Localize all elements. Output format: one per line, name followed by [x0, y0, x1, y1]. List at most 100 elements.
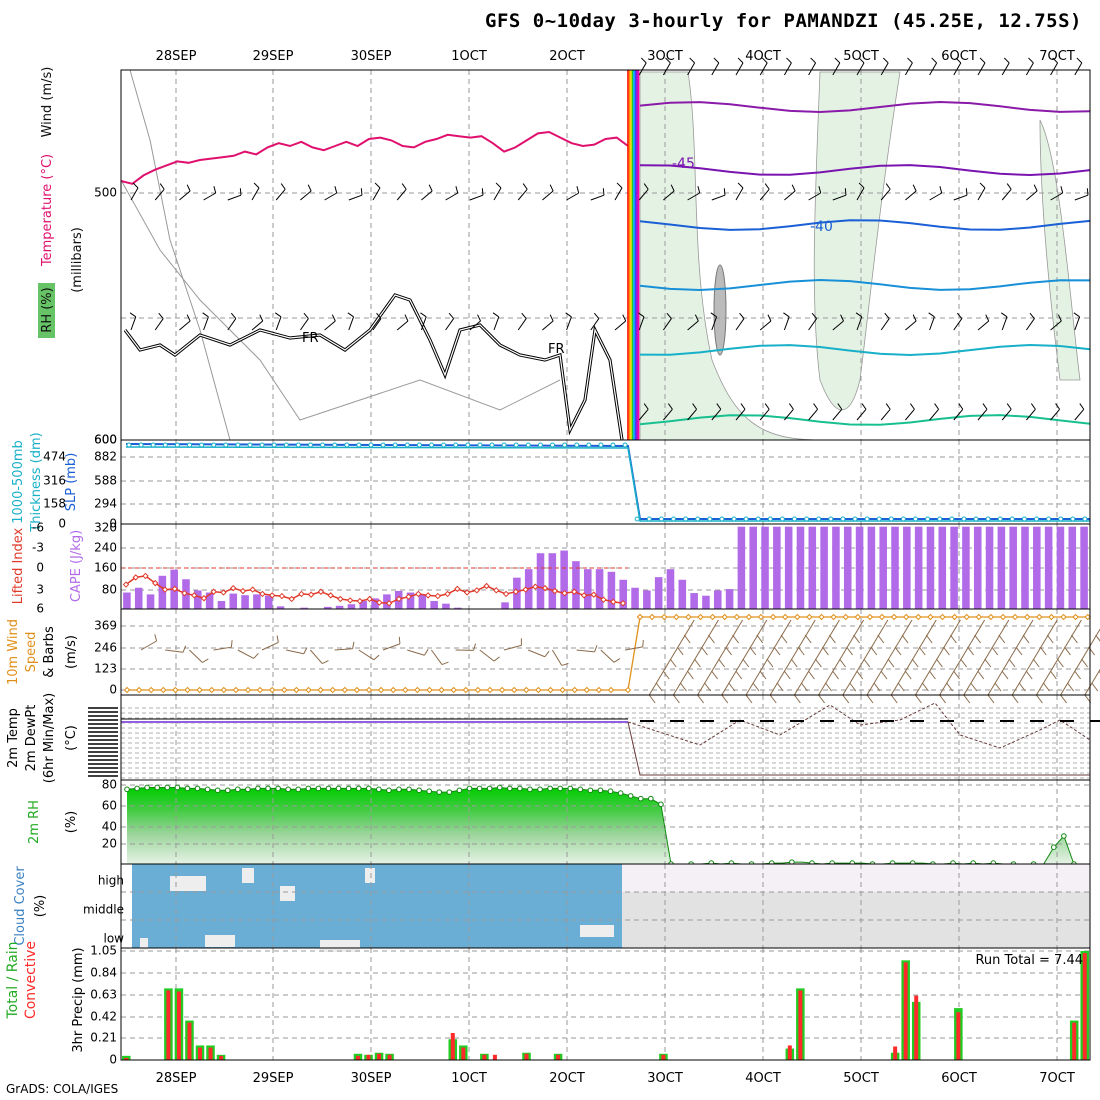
wind-barb-10m [793, 619, 840, 696]
wind-barb-10m [407, 649, 425, 656]
wind-barb [982, 403, 988, 410]
wind-barb [376, 312, 382, 319]
cape-bar [276, 606, 285, 609]
tick-label: -6 [32, 521, 44, 535]
wind-barb-10m [936, 658, 943, 668]
lifted-index-marker [249, 586, 256, 593]
tick-label: 80 [102, 583, 117, 597]
lifted-index-marker [405, 593, 412, 601]
precip-panel: Run Total = 7.44 1.05 0.84 0.63 0.42 0.21 0 Tot… [5, 941, 1091, 1067]
y-axis-label: Thickness (dm) [29, 432, 44, 532]
lifted-index-marker [200, 595, 208, 602]
wind-speed-marker [685, 613, 692, 621]
wind-barb [880, 318, 890, 331]
thickness-marker [1082, 516, 1088, 522]
cape-bar [1080, 526, 1088, 609]
temperature-contour [639, 343, 1091, 357]
thickness-marker [477, 442, 483, 448]
wind-barb [179, 320, 191, 331]
thickness-marker [247, 442, 253, 448]
cape-bar [654, 577, 663, 609]
wind-barb [929, 62, 938, 76]
wind-barb [360, 188, 363, 196]
contour-label: FR [548, 342, 565, 357]
cape-bar [264, 595, 273, 609]
wind-barb [844, 188, 847, 196]
wind-speed-marker [963, 613, 970, 621]
precip-convective-bar [187, 1022, 192, 1060]
lifted-index-marker [122, 581, 130, 588]
wind-barb-10m [873, 682, 881, 692]
cape-bar [619, 579, 628, 609]
precip-convective-bar [377, 1053, 382, 1060]
wind-speed-marker [583, 686, 591, 694]
wind-barb [884, 312, 890, 319]
x-tick-top: 5OCT [843, 49, 879, 64]
wind-barb [663, 190, 675, 201]
y-axis-label: (m/s) [64, 635, 79, 669]
wind-speed-marker [353, 686, 361, 694]
rh-marker [557, 785, 563, 792]
tick-label: 600 [94, 433, 117, 447]
wind-barb [759, 408, 770, 421]
wind-barb [643, 183, 649, 190]
wind-barb-10m [528, 649, 546, 658]
wind-barb [711, 316, 718, 331]
wind-barb [372, 318, 382, 331]
wind-speed-marker [305, 686, 312, 694]
wind-barb-10m [732, 634, 739, 644]
thickness-marker [622, 442, 628, 448]
wind-barb-10m [745, 619, 792, 696]
wind-barb [837, 403, 843, 410]
wind-barb [783, 312, 790, 318]
cape-lifted-index-panel: -6 -3 0 3 6 320 240 160 80 Lifted Index CAPE (J/kg… [11, 521, 1091, 616]
wind-barb-10m [680, 682, 687, 692]
x-tick-top: 6OCT [941, 49, 977, 64]
thickness-marker [562, 442, 568, 448]
rh-marker [627, 793, 634, 799]
wind-barb-10m [842, 694, 850, 704]
wind-barb [1006, 403, 1012, 410]
rh-marker [275, 785, 281, 792]
wind-barb-10m [1036, 694, 1043, 704]
wind-speed-marker [890, 613, 898, 621]
wind-barb [939, 186, 943, 194]
wind-barb [710, 312, 717, 318]
thickness-marker [876, 516, 882, 522]
chart-title: GFS 0~10day 3-hourly for PAMANDZI (45.25… [485, 10, 1082, 32]
wind-barb-10m [655, 682, 663, 692]
wind-barb [303, 312, 309, 319]
wind-barb [783, 316, 790, 331]
wind-barb [858, 57, 865, 64]
thickness-marker [295, 442, 301, 448]
lifted-index-marker [220, 589, 227, 596]
wind-barb-10m [189, 649, 203, 663]
thickness-marker [961, 516, 967, 522]
wind-barb-10m [967, 646, 974, 656]
wind-barb [640, 57, 647, 64]
wind-barb [331, 314, 336, 322]
thickness-marker [574, 442, 580, 448]
wind-speed-marker [486, 686, 494, 694]
y-axis-label: Total / Rain [5, 941, 21, 1019]
wind-barb [348, 316, 355, 331]
thickness-marker [199, 442, 205, 448]
rh-marker [637, 795, 644, 802]
wind-barb [230, 312, 237, 319]
wind-barb [1079, 403, 1085, 410]
wind-barb [840, 314, 844, 322]
wind-barb-10m [991, 646, 999, 656]
wind-barb [663, 408, 673, 421]
wind-barb-10m [423, 649, 429, 656]
thickness-marker [731, 516, 737, 522]
wind-barb-10m [704, 682, 711, 692]
thickness-marker [368, 442, 374, 448]
lifted-index-marker [473, 587, 481, 594]
wind-barb-10m [915, 694, 922, 704]
lifted-index-marker [268, 592, 276, 599]
wind-barb [813, 403, 819, 410]
wind-barb [638, 316, 645, 331]
wind-barb [931, 57, 937, 64]
cape-bar [501, 602, 509, 609]
wind-barb [203, 316, 209, 331]
